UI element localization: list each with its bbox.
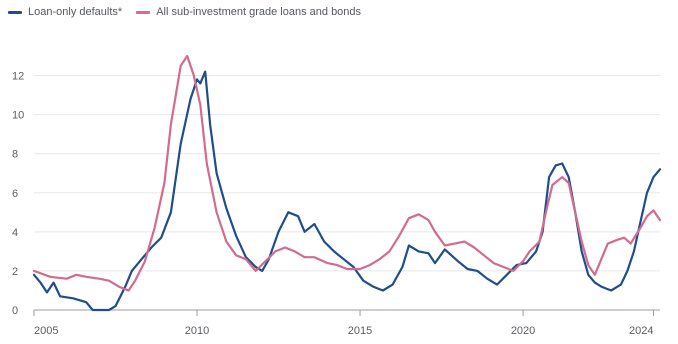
y-tick-label: 2 [12,266,18,278]
y-tick-label: 10 [12,110,24,122]
x-tick-label: 2005 [34,325,58,337]
x-tick-label: 2020 [511,325,535,337]
legend-item-loan-only: Loan-only defaults* [8,6,122,18]
series-layer [32,54,662,312]
y-tick-label: 6 [12,188,18,200]
x-tick-label: 2024 [629,325,653,337]
legend-item-all-sub-ig: All sub-investment grade loans and bonds [136,6,361,18]
axis-layer: 0 2 4 6 8 10 12 2005 2010 2015 2020 2024 [12,71,660,337]
legend-swatch-loan-only [8,10,22,14]
x-tick-label: 2015 [348,325,372,337]
y-tick-label: 12 [12,71,24,83]
legend-swatch-all-sub-ig [136,10,151,14]
grid-layer [34,75,660,272]
x-tick-label: 2010 [185,325,209,337]
legend-label-all-sub-ig: All sub-investment grade loans and bonds [156,6,362,18]
y-tick-label: 4 [12,227,18,239]
legend-label-loan-only: Loan-only defaults* [28,6,123,18]
series-line-all-sub-ig [32,54,662,292]
y-tick-label: 0 [12,305,18,317]
series-line-loan-only [32,70,662,312]
chart-legend: Loan-only defaults* All sub-investment g… [8,6,375,18]
y-tick-label: 8 [12,149,18,161]
